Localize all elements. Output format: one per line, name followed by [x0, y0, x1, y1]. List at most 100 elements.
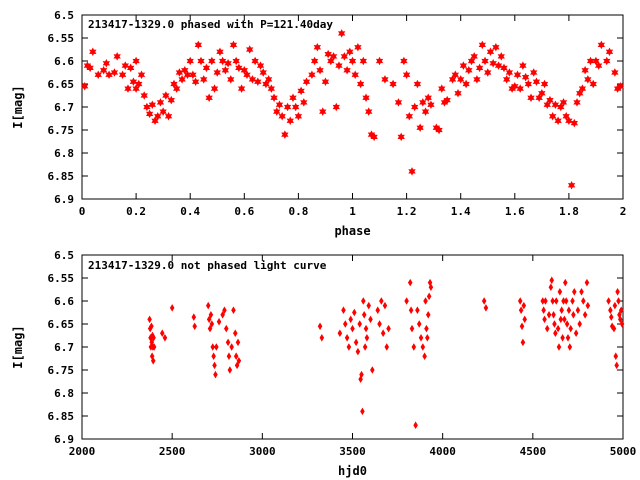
data-point [178, 75, 186, 84]
data-point [145, 109, 154, 119]
data-point [273, 107, 281, 116]
data-point [389, 79, 397, 89]
data-point [425, 311, 431, 319]
data-point [159, 107, 167, 116]
data-point [423, 297, 428, 305]
data-point [612, 301, 618, 310]
data-point [519, 61, 527, 70]
data-point [505, 68, 514, 77]
data-point [568, 324, 573, 333]
data-point [362, 343, 368, 351]
data-point [358, 375, 363, 383]
data-point [352, 308, 357, 317]
data-point [359, 370, 364, 379]
data-point [121, 61, 129, 70]
data-point [415, 306, 420, 314]
data-point [232, 56, 240, 66]
data-point [579, 288, 584, 296]
data-point [556, 343, 562, 351]
data-point [549, 276, 555, 285]
data-points [81, 29, 624, 190]
data-point [443, 95, 451, 105]
data-point [283, 102, 292, 112]
data-point [218, 56, 227, 66]
plot-title: 213417-1329.0 phased with P=121.40day [88, 18, 333, 31]
data-point [225, 338, 231, 347]
data-point [202, 63, 211, 73]
data-point [459, 61, 468, 70]
data-point [552, 320, 557, 328]
data-point [427, 100, 435, 109]
data-point [609, 322, 615, 331]
data-point [618, 315, 623, 324]
data-point [407, 278, 413, 287]
data-point [462, 79, 470, 89]
data-point [481, 56, 489, 66]
x-tick-label: 3000 [249, 445, 276, 458]
y-tick-label: 6.8 [54, 387, 74, 400]
data-point [408, 167, 416, 176]
data-point [231, 306, 236, 314]
data-point [233, 329, 238, 337]
data-points [147, 276, 625, 429]
data-point [483, 304, 489, 312]
data-point [454, 88, 462, 98]
data-point [324, 49, 332, 59]
data-point [351, 70, 359, 80]
y-tick-label: 6.55 [48, 32, 75, 45]
data-point [614, 361, 619, 370]
data-point [577, 320, 582, 328]
data-point [435, 125, 443, 135]
data-point [300, 98, 308, 107]
data-point [350, 324, 355, 333]
data-point [243, 70, 251, 80]
data-point [211, 352, 216, 360]
data-point [409, 324, 415, 333]
data-point [235, 63, 243, 73]
data-point [611, 324, 617, 333]
data-point [209, 320, 215, 328]
data-point [366, 301, 371, 310]
data-point [404, 297, 409, 305]
data-point [335, 61, 343, 70]
y-tick-label: 6.6 [54, 55, 74, 68]
data-point [99, 65, 108, 75]
y-tick-label: 6.7 [54, 341, 74, 354]
data-point [494, 61, 503, 70]
data-point [585, 301, 591, 310]
x-tick-label: 0.8 [288, 205, 308, 218]
unphased-light-curve-plot: 2000 2500 3000 3500 4000 4500 5000 6.5 6.55 6.6 6.… [11, 249, 636, 478]
data-point [540, 79, 549, 89]
data-point [375, 306, 381, 314]
data-point [563, 278, 568, 287]
data-point [546, 311, 552, 319]
data-point [420, 343, 426, 351]
data-point [613, 352, 619, 360]
data-point [473, 75, 481, 84]
data-point [408, 306, 414, 314]
data-point [313, 42, 322, 52]
data-point [566, 306, 572, 314]
data-point [360, 407, 365, 416]
data-point [140, 91, 148, 100]
data-point [213, 68, 221, 77]
plot-title: 213417-1329.0 not phased light curve [88, 259, 327, 272]
y-tick-label: 6.75 [48, 364, 75, 377]
data-point [481, 297, 487, 305]
data-point [520, 338, 526, 347]
data-point [226, 352, 232, 360]
data-point [191, 313, 197, 321]
data-point [321, 77, 330, 86]
data-point [110, 68, 119, 77]
data-point [149, 322, 154, 331]
data-point [548, 111, 557, 121]
data-point [413, 79, 422, 89]
data-point [567, 180, 576, 190]
data-point [402, 70, 411, 80]
y-tick-label: 6.85 [48, 170, 75, 183]
data-point [497, 52, 505, 61]
data-point [340, 52, 349, 61]
data-point [356, 79, 365, 89]
data-point [578, 84, 587, 93]
